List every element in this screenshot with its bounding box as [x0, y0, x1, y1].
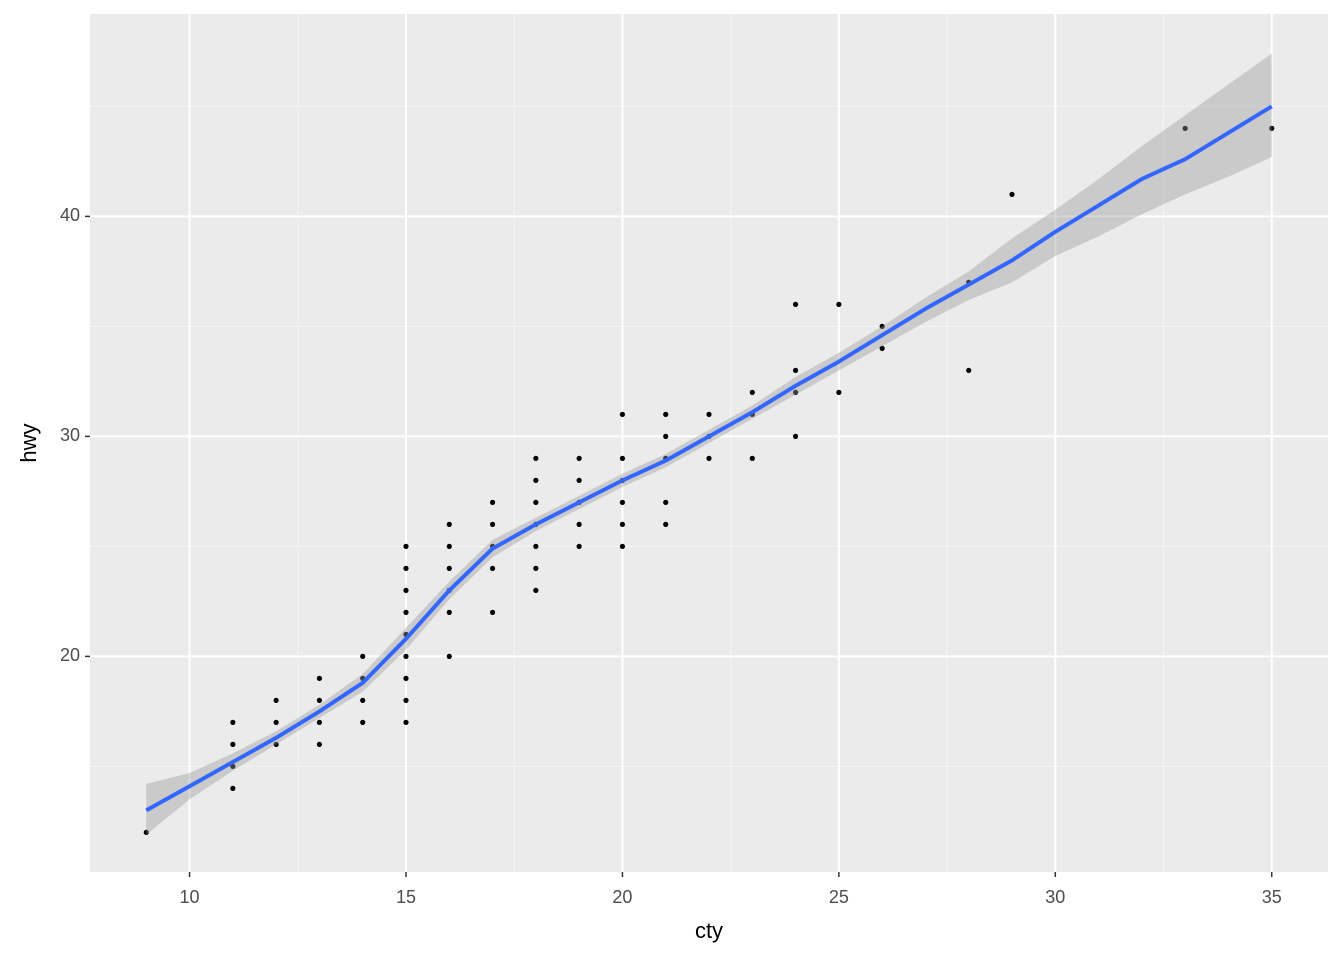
point — [403, 675, 409, 682]
point — [663, 499, 669, 505]
y-axis-title: hwy — [16, 423, 41, 462]
point — [836, 389, 842, 395]
point — [273, 741, 279, 748]
point — [230, 785, 236, 792]
point — [360, 719, 366, 726]
point — [230, 741, 236, 748]
point — [619, 411, 626, 417]
point — [230, 763, 236, 770]
point — [533, 455, 539, 461]
x-tick-label: 25 — [829, 887, 849, 907]
point — [489, 521, 496, 528]
x-tick-label: 30 — [1045, 887, 1065, 907]
point — [792, 301, 799, 307]
point — [403, 719, 409, 726]
point — [619, 543, 626, 550]
y-tick-label: 40 — [60, 205, 80, 225]
point — [792, 433, 799, 439]
point — [749, 389, 755, 395]
point — [316, 719, 323, 726]
point — [706, 455, 712, 461]
x-tick-label: 15 — [396, 887, 416, 907]
point — [1009, 191, 1015, 197]
point — [533, 587, 539, 594]
point — [273, 697, 279, 704]
point — [489, 565, 496, 572]
point — [533, 565, 539, 572]
point — [576, 477, 582, 483]
point — [576, 521, 582, 528]
panel — [90, 14, 1328, 872]
point — [533, 543, 539, 550]
point — [619, 455, 626, 461]
x-tick-label: 35 — [1262, 887, 1282, 907]
point — [619, 521, 626, 528]
point — [403, 609, 409, 616]
point — [663, 433, 669, 439]
point — [446, 521, 452, 528]
point — [446, 543, 452, 550]
point — [403, 653, 409, 660]
point — [316, 697, 323, 704]
point — [360, 697, 366, 704]
point — [403, 697, 409, 704]
point — [273, 719, 279, 726]
point — [879, 323, 885, 329]
point — [836, 301, 842, 307]
point — [489, 499, 496, 505]
point — [792, 367, 799, 373]
point — [446, 653, 452, 660]
point — [316, 741, 323, 748]
point — [446, 609, 452, 616]
point — [749, 455, 755, 461]
point — [1269, 125, 1275, 131]
x-tick-label: 20 — [612, 887, 632, 907]
point — [706, 411, 712, 417]
x-tick-label: 10 — [180, 887, 200, 907]
point — [576, 455, 582, 461]
x-axis-title: cty — [695, 918, 723, 943]
point — [403, 543, 409, 550]
point — [360, 653, 366, 660]
point — [663, 411, 669, 417]
smooth-line — [145, 104, 1273, 813]
point — [230, 719, 236, 726]
y-tick-label: 20 — [60, 645, 80, 665]
point — [403, 587, 409, 594]
y-tick-label: 30 — [60, 425, 80, 445]
point — [966, 367, 972, 373]
point — [879, 345, 885, 351]
point — [446, 565, 452, 572]
point — [663, 521, 669, 528]
point — [533, 499, 539, 505]
point — [792, 389, 799, 395]
point — [489, 609, 496, 616]
point — [619, 499, 626, 505]
point — [143, 829, 149, 836]
point — [533, 477, 539, 483]
point — [576, 543, 582, 550]
point — [1182, 125, 1188, 131]
point — [316, 675, 323, 682]
point — [403, 565, 409, 572]
